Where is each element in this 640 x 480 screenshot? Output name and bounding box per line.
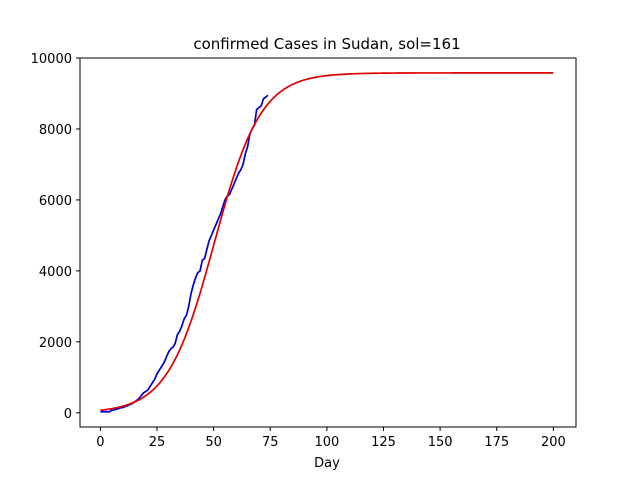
- x-tick-label: 175: [484, 435, 509, 450]
- x-axis-label: Day: [314, 456, 340, 471]
- y-tick-label: 6000: [39, 194, 72, 209]
- x-tick-label: 100: [314, 435, 339, 450]
- x-tick-label: 25: [149, 435, 166, 450]
- x-tick-label: 200: [541, 435, 566, 450]
- series-line-1: [100, 94, 269, 413]
- y-tick-label: 4000: [39, 265, 72, 280]
- x-tick-label: 125: [371, 435, 396, 450]
- plot-frame: [79, 57, 577, 428]
- x-tick-label: 75: [262, 435, 279, 450]
- x-axis: 0 25 50 75 100 125 150 175 200: [96, 427, 566, 450]
- x-tick-label: 150: [428, 435, 453, 450]
- chart-title: confirmed Cases in Sudan, sol=161: [193, 35, 460, 53]
- plot-area: [79, 57, 577, 428]
- y-tick-label: 2000: [39, 336, 72, 351]
- x-tick-label: 0: [96, 435, 104, 450]
- y-tick-label: 8000: [39, 123, 72, 138]
- y-tick-label: 10000: [31, 52, 72, 67]
- series-line-2: [100, 72, 554, 412]
- x-tick-label: 50: [205, 435, 222, 450]
- y-axis: 0 2000 4000 6000 8000 10000: [31, 52, 80, 422]
- y-tick-label: 0: [64, 407, 72, 422]
